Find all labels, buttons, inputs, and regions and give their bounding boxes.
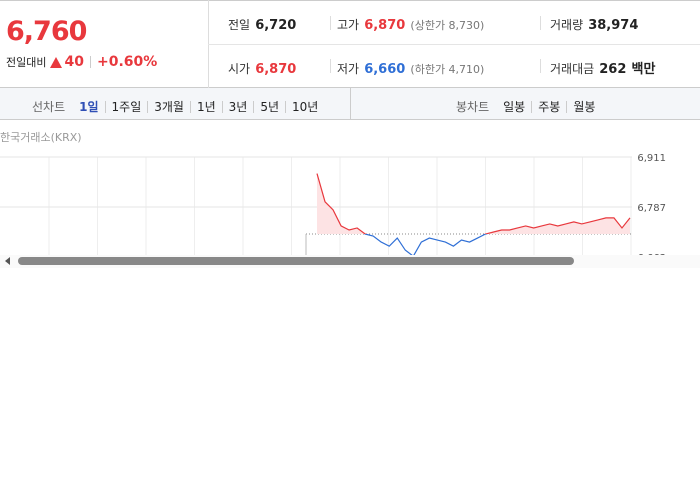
stat-value: 6,720 — [255, 18, 297, 33]
stat: 전일 6,720 — [228, 14, 296, 33]
change-label: 전일대비 — [6, 56, 47, 69]
stat-label: 전일 — [228, 18, 251, 32]
divider — [350, 88, 351, 120]
tab[interactable]: 1년 — [189, 100, 222, 113]
tab[interactable]: 5년 — [253, 100, 285, 113]
candle-tabs: 봉차트 일봉 주봉 월봉 — [456, 98, 601, 115]
stat: 고가 6,870 (상한가 8,730) — [337, 14, 484, 33]
scroll-thumb[interactable] — [18, 257, 574, 265]
tab-list: 1일 1주일 3개월 1년 3년 5년 10년 — [73, 99, 324, 114]
divider — [208, 44, 700, 45]
price: 6,760 — [6, 16, 87, 47]
stat-value: 6,660 — [364, 62, 406, 77]
stat-value: 6,870 — [255, 62, 297, 77]
divider — [540, 16, 541, 30]
area — [317, 173, 630, 235]
stat-value: 38,974 — [588, 18, 639, 33]
stat-unit: 백만 — [631, 62, 656, 77]
line-down — [364, 234, 489, 258]
tab-group-label: 봉차트 — [456, 100, 490, 114]
line-tabs: 선차트 1일 1주일 3개월 1년 3년 5년 10년 — [32, 98, 324, 115]
stat-note: (하한가 4,710) — [410, 63, 485, 76]
up-arrow — [50, 56, 63, 68]
tab[interactable]: 3년 — [221, 100, 254, 113]
tab-group-label: 선차트 — [32, 100, 66, 114]
stat: 저가 6,660 (하한가 4,710) — [337, 58, 484, 77]
tab[interactable]: 3개월 — [147, 100, 190, 113]
divider — [330, 59, 331, 73]
stat-value: 262 — [599, 62, 627, 77]
divider — [330, 16, 331, 30]
scroll-left — [5, 257, 10, 265]
tab[interactable]: 일봉 — [503, 99, 526, 114]
tab-list: 일봉 주봉 월봉 — [497, 99, 601, 114]
tab[interactable]: 10년 — [285, 100, 324, 113]
stat: 거래량 38,974 — [550, 14, 638, 33]
divider — [540, 59, 541, 73]
divider — [89, 56, 91, 68]
tab[interactable]: 월봉 — [566, 100, 601, 113]
y-tick-label: 6,787 — [637, 203, 666, 214]
stat-label: 고가 — [337, 18, 360, 32]
stat-label: 거래대금 — [550, 62, 595, 76]
stat: 시가 6,870 — [228, 58, 296, 77]
source: 한국거래소(KRX) — [0, 131, 82, 144]
tab[interactable]: 주봉 — [531, 100, 566, 113]
y-tick-label: 6,911 — [637, 153, 666, 164]
stat-note: (상한가 8,730) — [410, 19, 485, 32]
stat-value: 6,870 — [364, 18, 406, 33]
line-up — [316, 173, 631, 235]
stat-label: 저가 — [337, 62, 360, 76]
change-pct: +0.60% — [96, 54, 158, 70]
change: 40 — [64, 54, 84, 70]
stat-label: 시가 — [228, 62, 251, 76]
header — [0, 0, 700, 88]
change-row: 전일대비 40 +0.60% — [6, 54, 157, 70]
stat: 거래대금 262 백만 — [550, 58, 655, 77]
stat-label: 거래량 — [550, 18, 584, 32]
tab[interactable]: 1주일 — [104, 100, 148, 113]
tab[interactable]: 1일 — [79, 99, 99, 114]
